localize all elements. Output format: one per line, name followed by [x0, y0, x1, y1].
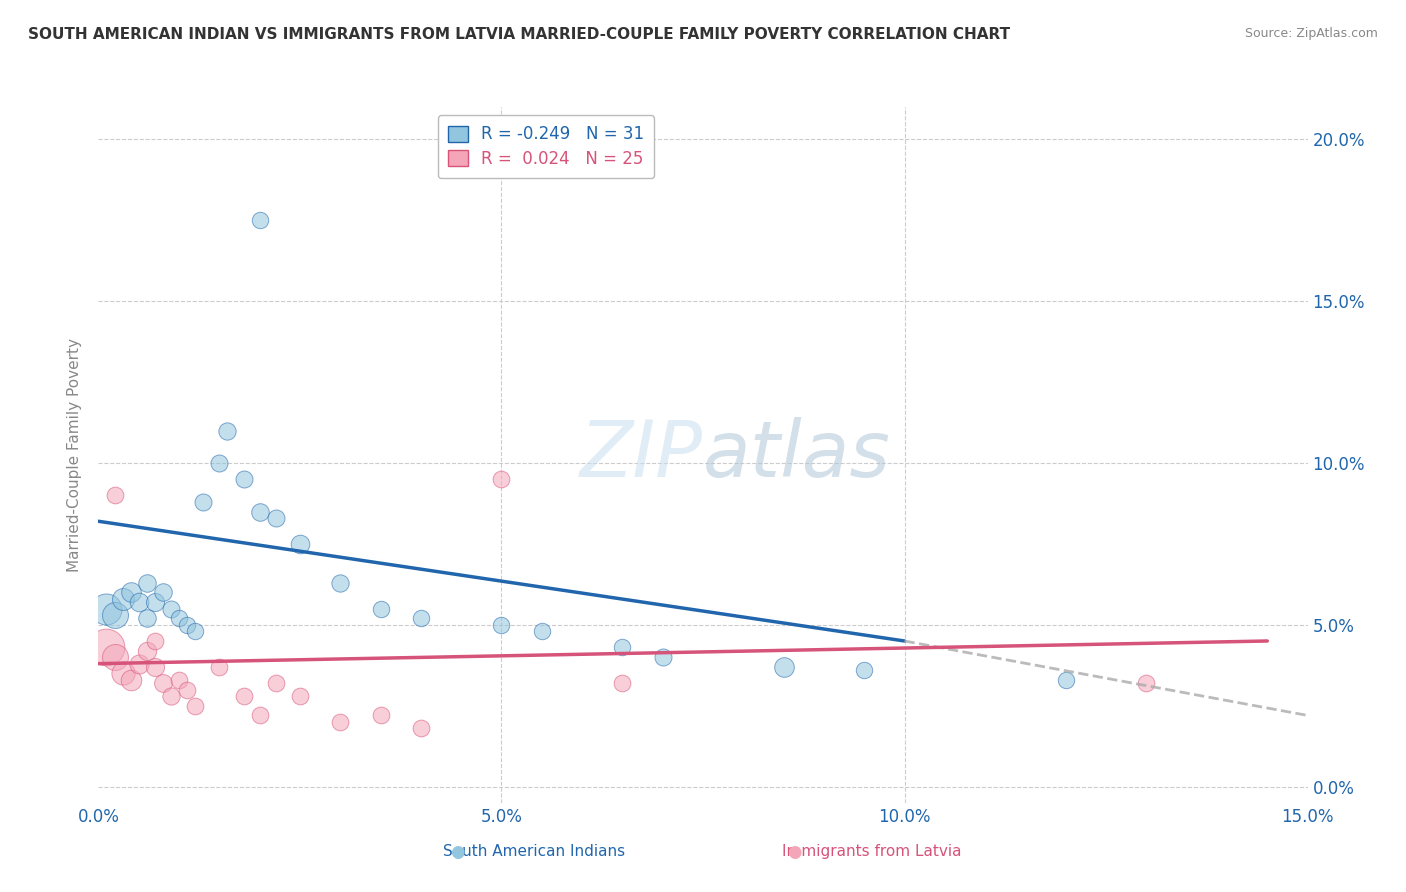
Point — [128, 595, 150, 609]
Point — [370, 601, 392, 615]
Point — [111, 591, 134, 606]
Point — [612, 676, 634, 690]
Point — [249, 504, 271, 518]
Point — [167, 611, 190, 625]
Point — [217, 424, 239, 438]
Point — [264, 676, 287, 690]
Point — [135, 643, 157, 657]
Point — [103, 488, 125, 502]
Point — [1135, 676, 1157, 690]
Text: atlas: atlas — [703, 417, 891, 493]
Point — [208, 456, 231, 470]
Point — [288, 537, 311, 551]
Point — [120, 673, 142, 687]
Point — [772, 660, 794, 674]
Point — [143, 595, 166, 609]
Point — [193, 495, 215, 509]
Point — [232, 472, 254, 486]
Point — [135, 575, 157, 590]
Point — [167, 673, 190, 687]
Legend: R = -0.249   N = 31, R =  0.024   N = 25: R = -0.249 N = 31, R = 0.024 N = 25 — [437, 115, 654, 178]
Text: ZIP: ZIP — [581, 417, 703, 493]
Point — [249, 213, 271, 227]
Point — [176, 682, 198, 697]
Point — [160, 601, 183, 615]
Point — [103, 608, 125, 623]
Point — [208, 660, 231, 674]
Text: Source: ZipAtlas.com: Source: ZipAtlas.com — [1244, 27, 1378, 40]
Point — [128, 657, 150, 671]
Point — [329, 714, 352, 729]
Point — [111, 666, 134, 681]
Point — [370, 708, 392, 723]
Point — [853, 663, 876, 677]
Point — [135, 611, 157, 625]
Point — [491, 472, 513, 486]
Point — [409, 722, 432, 736]
Point — [612, 640, 634, 655]
Point — [120, 585, 142, 599]
Point — [184, 698, 207, 713]
Point — [96, 640, 118, 655]
Point — [143, 634, 166, 648]
Point — [160, 689, 183, 703]
Point — [143, 660, 166, 674]
Text: Immigrants from Latvia: Immigrants from Latvia — [782, 845, 962, 859]
Point — [249, 708, 271, 723]
Point — [329, 575, 352, 590]
Point — [152, 676, 174, 690]
Point — [409, 611, 432, 625]
Point — [232, 689, 254, 703]
Point — [530, 624, 553, 639]
Point — [288, 689, 311, 703]
Text: ●: ● — [450, 843, 464, 861]
Point — [184, 624, 207, 639]
Text: South American Indians: South American Indians — [443, 845, 626, 859]
Point — [103, 650, 125, 665]
Point — [176, 617, 198, 632]
Point — [1054, 673, 1077, 687]
Point — [491, 617, 513, 632]
Text: SOUTH AMERICAN INDIAN VS IMMIGRANTS FROM LATVIA MARRIED-COUPLE FAMILY POVERTY CO: SOUTH AMERICAN INDIAN VS IMMIGRANTS FROM… — [28, 27, 1011, 42]
Point — [96, 601, 118, 615]
Point — [152, 585, 174, 599]
Point — [264, 511, 287, 525]
Text: ●: ● — [787, 843, 801, 861]
Y-axis label: Married-Couple Family Poverty: Married-Couple Family Poverty — [67, 338, 83, 572]
Point — [651, 650, 673, 665]
